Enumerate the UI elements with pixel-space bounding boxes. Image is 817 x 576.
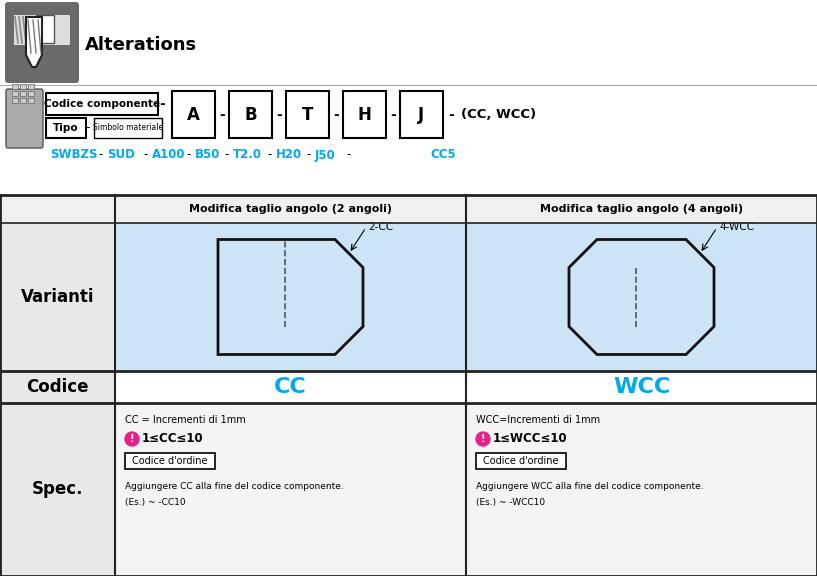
Text: 2-CC: 2-CC [368,222,393,233]
Text: SWBZS: SWBZS [50,149,97,161]
Text: (CC, WCC): (CC, WCC) [461,108,536,121]
Bar [115,371,817,403]
Text: Simbolo materiale: Simbolo materiale [93,123,163,132]
Circle shape [476,432,490,446]
Text: !: ! [480,434,485,444]
Text: Alterations: Alterations [85,36,197,54]
Text: Codice componente: Codice componente [44,99,160,109]
Text: 4-WCC: 4-WCC [719,222,754,233]
Text: Modifica taglio angolo (2 angoli): Modifica taglio angolo (2 angoli) [189,204,392,214]
Bar [94,118,162,138]
Polygon shape [26,17,42,67]
Bar [286,91,329,138]
Bar [28,98,34,103]
Text: Codice: Codice [26,378,89,396]
Bar [28,91,34,96]
Bar [28,84,34,89]
Text: H20: H20 [276,149,302,161]
Polygon shape [218,240,363,354]
Bar [400,91,443,138]
Bar [0,223,115,371]
Text: -: - [449,108,454,122]
Text: Aggiungere WCC alla fine del codice componente.: Aggiungere WCC alla fine del codice comp… [476,482,703,491]
Bar [36,15,54,43]
Text: CC: CC [275,377,307,397]
Bar [0,195,115,223]
Bar [20,98,26,103]
Text: -: - [159,97,165,111]
Text: J50: J50 [315,149,336,161]
Text: -: - [98,149,102,161]
Text: B50: B50 [195,149,221,161]
Text: (Es.) ~ -WCC10: (Es.) ~ -WCC10 [476,498,545,507]
FancyBboxPatch shape [6,89,43,148]
Text: -: - [267,149,271,161]
Text: Modifica taglio angolo (4 angoli): Modifica taglio angolo (4 angoli) [540,204,743,214]
Bar [115,403,817,576]
FancyBboxPatch shape [5,2,79,83]
Text: T: T [301,105,313,123]
Text: -: - [86,122,90,135]
Bar [12,91,18,96]
Text: -: - [224,149,229,161]
Text: A100: A100 [152,149,185,161]
Bar [0,371,115,403]
Text: (Es.) ~ -CC10: (Es.) ~ -CC10 [125,498,185,507]
Text: -: - [306,149,310,161]
Text: T2.0: T2.0 [233,149,262,161]
Text: 1≤CC≤10: 1≤CC≤10 [142,433,203,445]
Text: -: - [333,108,339,122]
Bar [125,453,215,469]
Bar [343,91,386,138]
Text: B: B [244,105,257,123]
Polygon shape [569,240,714,354]
Bar [466,223,817,371]
Text: 1≤WCC≤10: 1≤WCC≤10 [493,433,568,445]
Text: Codice d'ordine: Codice d'ordine [483,456,559,466]
Bar [115,223,466,371]
Bar [12,98,18,103]
Bar [20,84,26,89]
Text: WCC=Incrementi di 1mm: WCC=Incrementi di 1mm [476,415,600,425]
Bar [46,118,86,138]
Circle shape [125,432,139,446]
Bar [476,453,566,469]
Text: -: - [391,108,396,122]
Bar [20,91,26,96]
Bar [12,84,18,89]
Text: SUD: SUD [107,149,135,161]
Bar [466,195,817,223]
Text: !: ! [130,434,134,444]
Bar [14,15,70,45]
Text: -: - [346,149,350,161]
Bar [46,93,158,115]
Text: -: - [186,149,190,161]
Bar [172,91,215,138]
Text: CC = Incrementi di 1mm: CC = Incrementi di 1mm [125,415,246,425]
Text: J: J [418,105,425,123]
Text: Varianti: Varianti [20,288,94,306]
Text: Spec.: Spec. [32,480,83,498]
Text: -: - [143,149,147,161]
Text: H: H [358,105,372,123]
Text: CC5: CC5 [430,149,456,161]
Text: WCC: WCC [613,377,670,397]
Bar [115,195,466,223]
Text: -: - [219,108,225,122]
Bar [229,91,272,138]
Text: Codice d'ordine: Codice d'ordine [132,456,208,466]
Text: Aggiungere CC alla fine del codice componente.: Aggiungere CC alla fine del codice compo… [125,482,344,491]
Text: A: A [187,105,200,123]
Text: -: - [276,108,282,122]
Text: Tipo: Tipo [53,123,78,133]
Bar [0,403,115,576]
